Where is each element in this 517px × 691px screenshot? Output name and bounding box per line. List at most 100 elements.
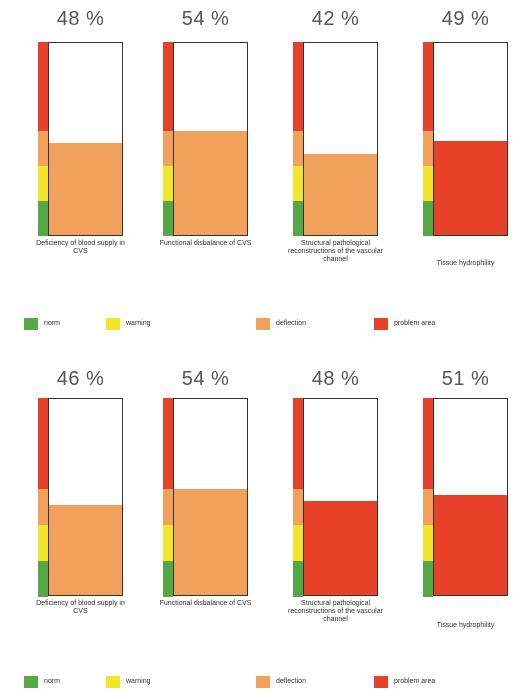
gauge-percent-label: 54 % [181,368,230,390]
gauge-caption: Tissue hydrophility [436,260,495,267]
scale-segment-norm [163,201,173,236]
scale-strip [38,42,48,236]
gauge-box [303,398,378,596]
gauge-fill-bar [304,154,377,235]
gauge-box [433,42,508,236]
gauge-fill-bar [49,143,122,235]
legend-swatch [256,676,270,688]
legend-label: deflection [276,320,306,327]
gauge-percent-label: 48 % [56,8,105,30]
legend-label: warning [126,320,151,327]
gauge-caption: Tissue hydrophility [436,622,495,629]
scale-segment-norm [293,201,303,236]
scale-segment-deflection [293,489,303,525]
legend-label: norm [44,678,60,685]
scale-strip [423,42,433,236]
scale-segment-warning [38,166,48,201]
scale-segment-warning [163,525,173,561]
scale-segment-warning [423,166,433,201]
scale-segment-deflection [293,131,303,166]
gauge-tissue-hydrophility: 51 % Tissue hydrophility [423,360,508,630]
gauge-percent-label: 42 % [311,8,360,30]
chart-panel-1: 48 % Deficiency of blood supply in CVS 5… [0,0,517,345]
scale-segment-norm [423,201,433,236]
gauge-box [303,42,378,236]
gauge-caption: Structural pathological reconstructions … [288,600,383,623]
legend-label: deflection [276,678,306,685]
gauge-blood-supply: 48 % Deficiency of blood supply in CVS [36,0,125,290]
scale-segment-deflection [38,131,48,166]
gauge-functional-disbalance: 54 % Functional disbalance of CVS [160,360,252,630]
scale-segment-problem-area [293,42,303,131]
gauge-caption: Deficiency of blood supply in CVS [36,600,125,615]
gauge-percent-label: 54 % [181,8,230,30]
scale-segment-deflection [423,489,433,525]
gauge-box [48,42,123,236]
legend: norm warning deflection problem area [0,316,517,332]
scale-segment-norm [293,561,303,597]
legend-swatch [106,318,120,330]
gauge-fill-bar [49,505,122,595]
scale-segment-norm [38,561,48,597]
legend-swatch [374,676,388,688]
gauge-box [48,398,123,596]
gauge-fill-bar [174,489,247,595]
scale-segment-deflection [423,131,433,166]
scale-segment-norm [423,561,433,597]
gauge-box [173,398,248,596]
scale-segment-warning [293,166,303,201]
gauge-percent-label: 49 % [441,8,490,30]
gauge-fill-bar [434,141,507,235]
scale-segment-warning [163,166,173,201]
scale-segment-deflection [163,131,173,166]
gauge-fill-bar [304,501,377,595]
gauge-caption: Functional disbalance of CVS [159,240,252,247]
gauge-functional-disbalance: 54 % Functional disbalance of CVS [160,0,252,290]
legend: norm warning deflection problem area [0,674,517,690]
legend-label: problem area [394,678,436,685]
gauge-percent-label: 51 % [441,368,490,390]
gauge-fill-bar [174,131,247,235]
scale-segment-warning [38,525,48,561]
gauge-percent-label: 46 % [56,368,105,390]
scale-strip [163,42,173,236]
scale-strip [163,398,173,597]
scale-segment-deflection [38,489,48,525]
legend-swatch [374,318,388,330]
gauge-tissue-hydrophility: 49 % Tissue hydrophility [423,0,508,290]
chart-panel-2: 46 % Deficiency of blood supply in CVS 5… [0,360,517,691]
gauge-caption: Deficiency of blood supply in CVS [36,240,125,255]
gauge-box [173,42,248,236]
scale-strip [293,398,303,597]
scale-segment-problem-area [38,42,48,131]
gauge-caption: Functional disbalance of CVS [159,600,252,607]
gauge-fill-bar [434,495,507,595]
scale-segment-problem-area [423,398,433,489]
gauge-structural-reconstructions: 42 % Structural pathological reconstruct… [288,0,383,290]
legend-swatch [256,318,270,330]
scale-segment-problem-area [163,398,173,489]
scale-segment-problem-area [293,398,303,489]
scale-segment-norm [38,201,48,236]
legend-swatch [106,676,120,688]
scale-segment-warning [423,525,433,561]
gauge-blood-supply: 46 % Deficiency of blood supply in CVS [36,360,125,630]
scale-segment-problem-area [38,398,48,489]
scale-segment-problem-area [163,42,173,131]
scale-segment-deflection [163,489,173,525]
legend-swatch [24,676,38,688]
legend-label: warning [126,678,151,685]
gauge-percent-label: 48 % [311,368,360,390]
gauge-box [433,398,508,596]
scale-segment-norm [163,561,173,597]
scale-segment-warning [293,525,303,561]
scale-strip [293,42,303,236]
legend-swatch [24,318,38,330]
scale-segment-problem-area [423,42,433,131]
scale-strip [423,398,433,597]
gauge-caption: Structural pathological reconstructions … [288,240,383,263]
legend-label: norm [44,320,60,327]
legend-label: problem area [394,320,436,327]
gauge-structural-reconstructions: 48 % Structural pathological reconstruct… [288,360,383,630]
scale-strip [38,398,48,597]
